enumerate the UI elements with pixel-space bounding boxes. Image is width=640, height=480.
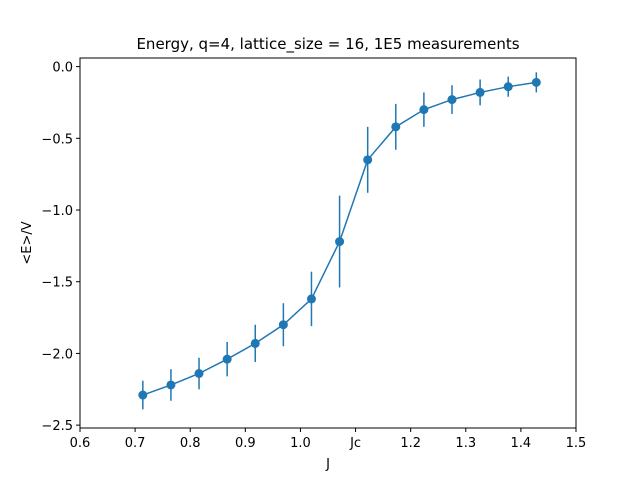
- y-tick-label: −1.5: [41, 276, 73, 291]
- data-point: [531, 77, 541, 87]
- data-point: [166, 380, 176, 390]
- data-point: [335, 237, 345, 247]
- x-tick-label: 1.3: [455, 436, 476, 451]
- data-point: [222, 354, 232, 364]
- y-axis: 0.0 −0.5 −1.0 −1.5 −2.0 −2.5: [41, 61, 80, 434]
- data-point: [250, 338, 260, 348]
- chart-title: Energy, q=4, lattice_size = 16, 1E5 meas…: [136, 35, 519, 54]
- x-tick-label: Jc: [349, 436, 361, 451]
- data-point: [447, 95, 457, 105]
- x-tick-label: 1.0: [290, 436, 311, 451]
- y-tick-label: −2.5: [41, 419, 73, 434]
- data-point: [138, 390, 148, 400]
- x-tick-label: 0.9: [235, 436, 256, 451]
- data-point: [391, 122, 401, 132]
- y-tick-label: −2.0: [41, 347, 73, 362]
- y-tick-label: −1.0: [41, 204, 73, 219]
- data-point: [475, 87, 485, 97]
- y-tick-label: −0.5: [41, 132, 73, 147]
- x-axis: 0.6 0.7 0.8 0.9 1.0 Jc 1.2 1.3 1.4 1.5: [70, 428, 587, 451]
- x-axis-label: J: [325, 457, 330, 472]
- data-point: [306, 294, 316, 304]
- data-point: [278, 320, 288, 330]
- x-tick-label: 1.4: [511, 436, 532, 451]
- data-point: [194, 369, 204, 379]
- x-tick-label: 0.6: [70, 436, 91, 451]
- data-point: [363, 155, 373, 165]
- x-tick-label: 0.7: [125, 436, 146, 451]
- x-tick-label: 1.5: [566, 436, 587, 451]
- x-tick-label: 1.2: [400, 436, 421, 451]
- data-point: [503, 82, 513, 92]
- y-axis-label: <E>/V: [20, 221, 35, 264]
- x-tick-label: 0.8: [180, 436, 201, 451]
- y-tick-label: 0.0: [52, 61, 73, 76]
- plot-area: [138, 72, 541, 410]
- plot-frame: [79, 57, 577, 429]
- data-point: [419, 105, 429, 115]
